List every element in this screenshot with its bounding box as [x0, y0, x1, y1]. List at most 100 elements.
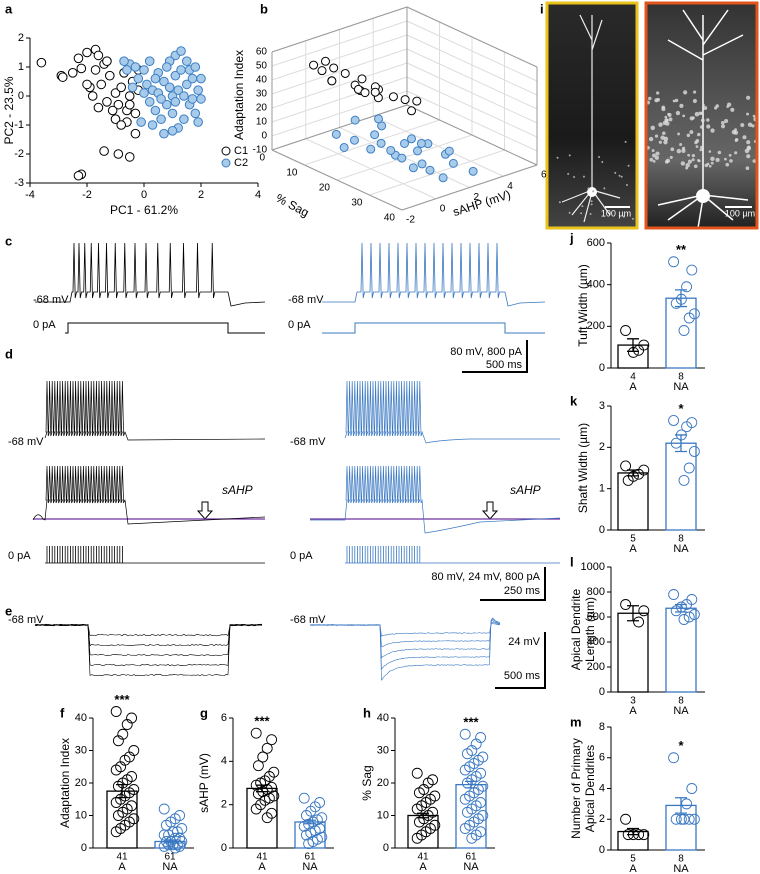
n-label: 8	[678, 372, 684, 383]
data-point	[370, 87, 380, 97]
cell	[734, 128, 738, 132]
legend-label: C1	[234, 145, 248, 157]
data-point	[620, 460, 632, 472]
cell	[691, 158, 695, 162]
cell	[679, 142, 683, 146]
cell	[689, 116, 694, 121]
cell	[746, 140, 751, 145]
data-point	[187, 94, 198, 104]
x-tick-label: A	[258, 861, 266, 873]
y-tick-label: 20	[75, 777, 87, 789]
data-point	[411, 832, 423, 844]
data-point	[169, 813, 181, 825]
data-point	[620, 599, 632, 610]
data-point	[73, 170, 84, 181]
data-point	[461, 777, 473, 789]
cell	[675, 110, 681, 116]
data-point	[413, 787, 425, 799]
current-label: 0 pA	[288, 319, 311, 331]
cell	[740, 122, 745, 128]
data-point	[407, 106, 416, 116]
data-point	[181, 79, 192, 90]
x-tick-label: NA	[673, 381, 689, 393]
bar	[665, 607, 697, 693]
cell	[694, 111, 700, 117]
data-point	[252, 760, 264, 772]
z-tick-label: 50	[256, 61, 268, 72]
data-point	[668, 415, 680, 426]
box	[271, 6, 538, 211]
data-point	[170, 97, 181, 107]
cell	[697, 132, 701, 137]
cell	[685, 166, 689, 170]
z-axis-label: Adaptation Index	[232, 50, 246, 140]
current-trace	[45, 546, 265, 564]
data-point	[314, 797, 326, 808]
data-point	[116, 120, 126, 130]
cell	[589, 212, 592, 215]
cell	[752, 114, 756, 118]
cell	[744, 148, 750, 154]
cell	[706, 118, 710, 122]
y-tick-label: 0	[18, 90, 24, 102]
panel-letter: a	[5, 1, 13, 16]
scale-bar	[462, 340, 528, 373]
panel-letter: e	[5, 603, 12, 618]
scale-label: 500 ms	[504, 670, 541, 682]
y-tick-label: 0	[599, 844, 605, 856]
y-tick-label: 30	[351, 198, 363, 209]
cell	[663, 136, 669, 142]
data-point	[327, 76, 337, 86]
data-point	[448, 158, 458, 168]
sahp-label: sAHP	[222, 483, 253, 497]
data-point	[110, 764, 122, 776]
y-tick-label: 40	[377, 712, 389, 724]
data-point	[130, 108, 141, 119]
x-tick-label: NA	[673, 863, 689, 874]
data-point	[110, 706, 122, 717]
scale-label: 250 ms	[504, 585, 541, 597]
data-point	[416, 138, 426, 148]
data-point	[681, 599, 693, 610]
data-point	[300, 810, 312, 821]
data-point	[147, 120, 158, 130]
voltage-trace	[34, 623, 263, 657]
data-point	[190, 62, 201, 72]
voltage-trace	[310, 465, 561, 534]
grid-line	[372, 18, 504, 177]
data-point	[165, 816, 177, 828]
data-point	[468, 787, 480, 799]
neuron-image	[556, 14, 635, 223]
n-label: 5	[630, 854, 636, 865]
cell	[676, 148, 682, 154]
y-axis-label: Adaptation Index	[58, 738, 72, 828]
data-point	[459, 728, 471, 740]
x-tick-label: NA	[673, 543, 689, 555]
cell	[706, 162, 710, 166]
y-tick-label: 1	[18, 61, 24, 73]
data-point	[193, 117, 203, 127]
y-axis-label: % Sag	[360, 765, 374, 800]
y-axis-label: Apical Dendrite	[569, 588, 583, 670]
cell	[598, 156, 601, 159]
current-trace	[345, 546, 560, 564]
y-axis-label: Number of Primary	[569, 738, 583, 839]
data-point	[678, 325, 690, 336]
data-point	[119, 56, 129, 67]
data-point	[110, 88, 121, 98]
cell	[703, 106, 708, 111]
cell	[695, 145, 699, 149]
data-point	[123, 787, 135, 799]
data-point	[57, 72, 68, 82]
data-point	[470, 771, 482, 782]
data-point	[117, 806, 129, 818]
cell	[752, 159, 757, 163]
data-point	[309, 60, 319, 70]
x-tick-label: -2	[82, 189, 92, 201]
panel-letter: m	[570, 714, 582, 729]
x-tick-label: -4	[25, 189, 35, 201]
n-label: 5	[630, 534, 636, 545]
cell	[700, 111, 704, 115]
x-tick-label: A	[629, 543, 637, 555]
y-tick-label: 1000	[581, 561, 605, 573]
